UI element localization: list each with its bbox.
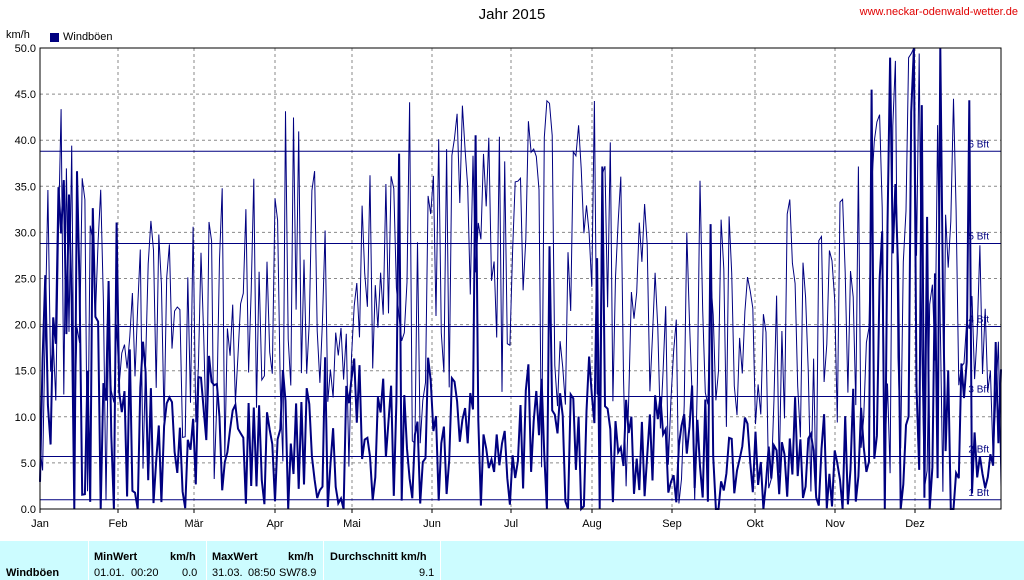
x-tick-label: Jan	[31, 518, 49, 530]
series-line-windboeen	[39, 47, 1002, 512]
max-direction: SW	[279, 567, 297, 579]
x-tick-label: Apr	[266, 518, 283, 530]
min-header: MinWert	[94, 551, 138, 563]
site-url[interactable]: www.neckar-odenwald-wetter.de	[859, 6, 1018, 18]
avg-header: Durchschnitt km/h	[330, 551, 427, 563]
legend-label: Windböen	[63, 31, 113, 43]
y-tick-label: 20.0	[15, 320, 36, 332]
y-tick-label: 40.0	[15, 135, 36, 147]
stats-panel: Windböen MinWert km/h 01.01. 00:20 0.0 M…	[0, 541, 1024, 580]
y-tick-label: 15.0	[15, 366, 36, 378]
y-tick-label: 25.0	[15, 274, 36, 286]
data-lines	[39, 47, 1002, 512]
y-tick-label: 0.0	[21, 504, 36, 516]
max-date: 31.03.	[212, 567, 243, 579]
x-tick-label: Feb	[109, 518, 128, 530]
y-tick-label: 35.0	[15, 181, 36, 193]
x-tick-label: Jun	[423, 518, 441, 530]
stats-row-label: Windböen	[6, 567, 60, 579]
y-tick-label: 10.0	[15, 412, 36, 424]
min-time: 00:20	[131, 567, 159, 579]
beaufort-lines: 1 Bft 2 Bft 3 Bft 4 Bft 5 Bft 6 Bft	[40, 139, 1001, 501]
min-unit: km/h	[170, 551, 196, 563]
x-tick-label: Mär	[185, 518, 204, 530]
min-value: 0.0	[182, 567, 198, 579]
max-header: MaxWert	[212, 551, 258, 563]
y-tick-label: 45.0	[15, 89, 36, 101]
x-tick-label: Aug	[582, 518, 602, 530]
beaufort-label: 5 Bft	[968, 231, 989, 242]
beaufort-label: 6 Bft	[968, 139, 989, 150]
min-date: 01.01.	[94, 567, 125, 579]
beaufort-label: 2 Bft	[968, 444, 989, 455]
y-tick-label: 5.0	[21, 458, 36, 470]
max-unit: km/h	[288, 551, 314, 563]
y-axis-unit: km/h	[6, 29, 30, 41]
x-tick-label: Jul	[504, 518, 518, 530]
chart-title: Jahr 2015	[478, 6, 546, 23]
x-tick-label: Sep	[662, 518, 682, 530]
x-tick-label: Okt	[746, 518, 763, 530]
y-tick-label: 30.0	[15, 227, 36, 239]
x-tick-label: Dez	[905, 518, 925, 530]
max-time: 08:50	[248, 567, 276, 579]
beaufort-label: 3 Bft	[968, 385, 989, 396]
legend: Windböen	[50, 31, 113, 43]
y-tick-labels: 0.0 5.0 10.0 15.0 20.0 25.0 30.0 35.0 40.0 45.0 50…	[15, 43, 36, 516]
wind-gust-chart: km/h 1 Bft 2 Bft 3 Bft 4 Bft 5 Bft 6 Bft 0.0 5…	[6, 29, 1002, 530]
x-tick-labels: Jan Feb Mär Apr Mai Jun Jul Aug Sep Okt Nov Dez	[31, 509, 925, 530]
plot-frame	[39, 47, 1002, 510]
avg-value: 9.1	[419, 567, 435, 579]
y-tick-label: 50.0	[15, 43, 36, 55]
series-line-daily-max	[39, 47, 1002, 504]
x-tick-label: Nov	[825, 518, 845, 530]
max-value: 78.9	[295, 567, 317, 579]
beaufort-label: 4 Bft	[968, 314, 989, 325]
beaufort-label: 1 Bft	[968, 488, 989, 499]
x-tick-label: Mai	[343, 518, 361, 530]
legend-swatch	[50, 32, 59, 42]
